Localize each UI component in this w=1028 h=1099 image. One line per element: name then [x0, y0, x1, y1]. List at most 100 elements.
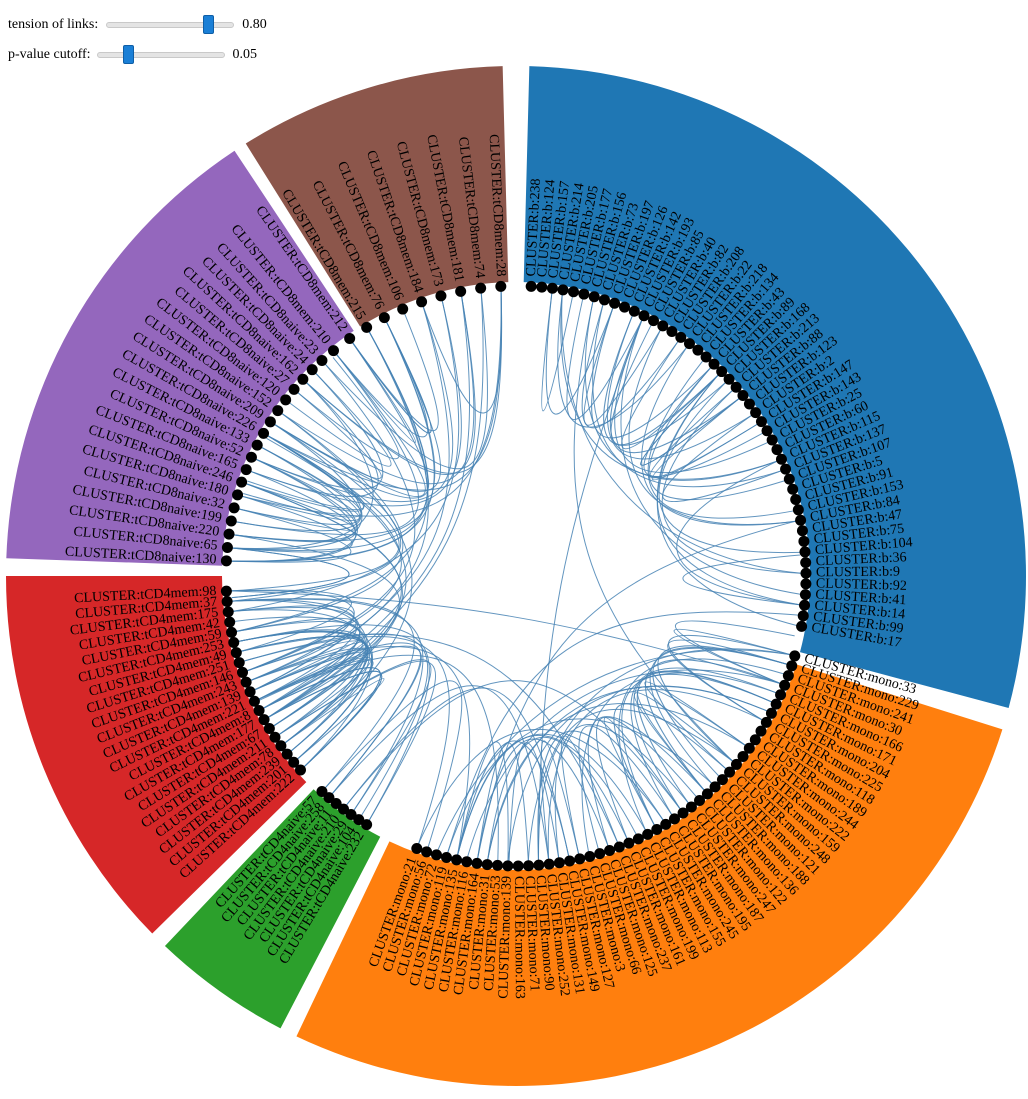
node-dot[interactable] — [648, 315, 660, 327]
node-dot[interactable] — [598, 294, 610, 306]
node-dot[interactable] — [272, 405, 284, 417]
node-dot[interactable] — [760, 716, 772, 728]
node-dot[interactable] — [771, 444, 783, 456]
node-dot[interactable] — [264, 416, 276, 428]
node-dot[interactable] — [495, 280, 507, 292]
node-dot[interactable] — [294, 764, 306, 776]
node-dot[interactable] — [783, 473, 795, 485]
tension-slider-track[interactable] — [106, 22, 235, 28]
node-dot[interactable] — [724, 766, 736, 778]
node-dot[interactable] — [461, 856, 473, 868]
node-dot[interactable] — [786, 660, 798, 672]
node-dot[interactable] — [244, 686, 256, 698]
node-dot[interactable] — [765, 707, 777, 719]
node-dot[interactable] — [421, 846, 433, 858]
node-dot[interactable] — [578, 288, 590, 300]
node-dot[interactable] — [775, 453, 787, 465]
node-dot[interactable] — [475, 282, 487, 294]
pvalue-slider[interactable] — [96, 45, 225, 64]
node-dot[interactable] — [221, 596, 233, 608]
node-dot[interactable] — [743, 398, 755, 410]
node-dot[interactable] — [623, 837, 635, 849]
node-dot[interactable] — [226, 626, 238, 638]
node-dot[interactable] — [677, 807, 689, 819]
node-dot[interactable] — [492, 859, 504, 871]
node-dot[interactable] — [263, 723, 275, 735]
node-dot[interactable] — [378, 312, 390, 324]
node-dot[interactable] — [288, 383, 300, 395]
node-dot[interactable] — [251, 439, 263, 451]
node-dot[interactable] — [281, 748, 293, 760]
node-dot[interactable] — [798, 535, 810, 547]
node-dot[interactable] — [416, 296, 428, 308]
node-dot[interactable] — [692, 344, 704, 356]
group-arc-b[interactable] — [523, 66, 1026, 708]
node-dot[interactable] — [660, 818, 672, 830]
group-arc-tCD4mem[interactable] — [5, 576, 307, 934]
node-dot[interactable] — [574, 853, 586, 865]
group-arc-mono[interactable] — [296, 664, 1003, 1086]
node-dot[interactable] — [766, 434, 778, 446]
node-dot[interactable] — [792, 504, 804, 516]
node-dot[interactable] — [523, 860, 535, 872]
node-dot[interactable] — [248, 695, 260, 707]
node-dot[interactable] — [799, 599, 811, 611]
node-dot[interactable] — [297, 373, 309, 385]
pvalue-slider-thumb[interactable] — [122, 45, 134, 64]
node-dot[interactable] — [224, 616, 236, 628]
node-dot[interactable] — [258, 714, 270, 726]
node-dot[interactable] — [755, 416, 767, 428]
node-dot[interactable] — [638, 310, 650, 322]
node-dot[interactable] — [780, 463, 792, 475]
node-dot[interactable] — [306, 364, 318, 376]
node-dot[interactable] — [775, 689, 787, 701]
node-dot[interactable] — [543, 858, 555, 870]
node-dot[interactable] — [675, 331, 687, 343]
node-dot[interactable] — [471, 857, 483, 869]
node-dot[interactable] — [743, 742, 755, 754]
node-dot[interactable] — [275, 740, 287, 752]
node-dot[interactable] — [525, 280, 537, 292]
node-dot[interactable] — [666, 325, 678, 337]
node-dot[interactable] — [481, 859, 493, 871]
node-dot[interactable] — [761, 425, 773, 437]
node-dot[interactable] — [716, 774, 728, 786]
node-dot[interactable] — [709, 781, 721, 793]
node-dot[interactable] — [628, 305, 640, 317]
node-dot[interactable] — [657, 320, 669, 332]
node-dot[interactable] — [584, 850, 596, 862]
node-dot[interactable] — [604, 844, 616, 856]
node-dot[interactable] — [685, 801, 697, 813]
node-dot[interactable] — [536, 281, 548, 293]
node-dot[interactable] — [533, 859, 545, 871]
node-dot[interactable] — [737, 389, 749, 401]
node-dot[interactable] — [220, 555, 232, 567]
node-dot[interactable] — [269, 731, 281, 743]
node-dot[interactable] — [228, 637, 240, 649]
node-dot[interactable] — [609, 297, 621, 309]
node-dot[interactable] — [730, 758, 742, 770]
node-dot[interactable] — [225, 515, 237, 527]
node-dot[interactable] — [361, 819, 373, 831]
node-dot[interactable] — [512, 860, 524, 872]
node-dot[interactable] — [613, 841, 625, 853]
node-dot[interactable] — [795, 514, 807, 526]
node-dot[interactable] — [237, 666, 249, 678]
node-dot[interactable] — [799, 546, 811, 558]
node-dot[interactable] — [800, 557, 812, 569]
node-dot[interactable] — [502, 860, 514, 872]
node-dot[interactable] — [588, 291, 600, 303]
group-arc-tCD8naive[interactable] — [6, 150, 354, 566]
node-dot[interactable] — [451, 854, 463, 866]
group-arc-tCD4naive[interactable] — [164, 789, 381, 1029]
node-dot[interactable] — [316, 354, 328, 366]
node-dot[interactable] — [223, 528, 235, 540]
node-dot[interactable] — [564, 855, 576, 867]
tension-slider[interactable] — [106, 15, 235, 34]
node-dot[interactable] — [258, 427, 270, 439]
node-dot[interactable] — [327, 345, 339, 357]
node-dot[interactable] — [435, 290, 447, 302]
node-dot[interactable] — [799, 589, 811, 601]
node-dot[interactable] — [232, 489, 244, 501]
node-dot[interactable] — [233, 657, 245, 669]
